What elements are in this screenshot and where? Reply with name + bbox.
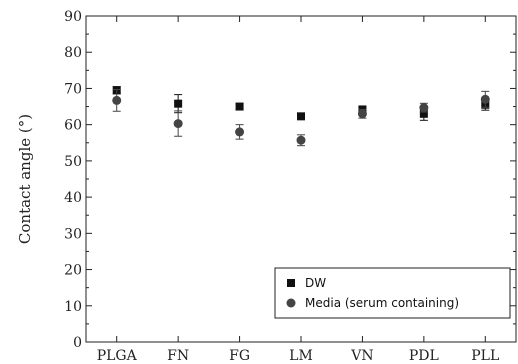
legend-marker-media [286,298,296,308]
point-media-vn [357,109,367,119]
x-tick-label-plga: PLGA [97,348,138,364]
point-media-plga [112,95,122,105]
data-marks-group [112,86,490,147]
point-dw-lm [297,112,305,121]
axes-group: 0 10 20 30 40 50 60 70 80 90 PLGA FN FG LM VN PDL PLL [64,9,517,364]
point-dw-fn [174,99,183,108]
point-media-fn [173,119,183,129]
x-tick-label-fn: FN [167,348,189,364]
y-tick-label: 60 [64,118,82,134]
y-tick-label: 70 [64,81,82,97]
y-tick-label: 20 [64,263,82,279]
x-tick-label-fg: FG [229,348,250,364]
legend: DW Media (serum containing) [274,267,511,319]
y-tick-label: 0 [73,335,82,351]
y-axis-title: Contact angle (°) [16,114,34,244]
legend-label-dw: DW [305,276,326,290]
legend-label-media: Media (serum containing) [305,296,459,310]
x-tick-label-pll: PLL [471,348,499,364]
y-tick-label: 30 [64,226,82,242]
point-dw-fg [235,102,244,111]
x-tick-label-vn: VN [350,348,373,364]
point-dw-pdl [419,109,428,118]
legend-marker-dw [287,279,295,287]
y-tick-label: 80 [64,45,82,61]
y-tick-label: 90 [64,9,82,25]
point-media-fg [235,127,245,137]
x-tick-label-lm: LM [289,348,313,364]
legend-box [274,267,511,319]
y-tick-label: 50 [64,154,82,170]
x-tick-label-pdl: PDL [409,348,439,364]
point-media-pdl [419,103,429,113]
y-tick-label: 10 [64,299,82,315]
y-tick-label: 40 [64,190,82,206]
point-media-lm [296,135,306,145]
point-media-pll [480,94,490,104]
